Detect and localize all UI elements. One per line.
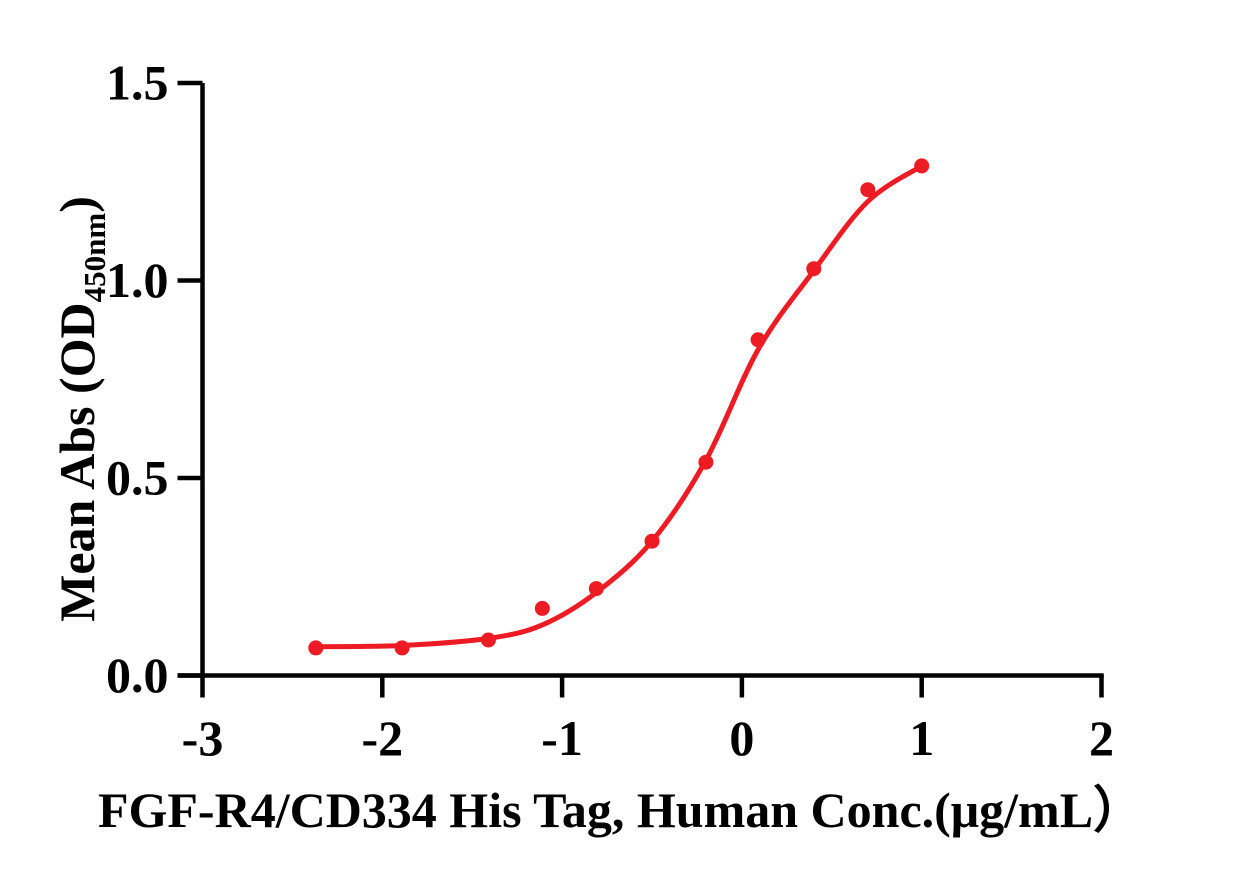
x-tick-label: -3 [182,710,224,766]
y-tick-label: 1.0 [106,252,169,308]
axes [177,80,1104,698]
data-point [860,182,876,198]
data-point [914,158,930,174]
y-tick-label: 1.5 [106,55,169,111]
data-point [308,640,324,656]
data-point [806,261,822,277]
data-point [480,632,496,648]
data-point [750,332,766,348]
y-axis-title-subscript: 450nm [76,212,112,303]
x-axis-title: FGF-R4/CD334 His Tag, Human Conc.(μg/mL） [97,782,1144,838]
tick-labels: 0.0 0.5 1.0 1.5 -3 -2 -1 0 1 2 [106,55,1114,767]
x-tick-label: -1 [541,710,583,766]
x-tick-label: 0 [729,710,754,766]
x-tick-label: -2 [361,710,403,766]
data-point [644,533,660,549]
fit-curve [313,163,925,650]
x-tick-label: 2 [1089,710,1114,766]
y-axis-title: Mean Abs (OD450nm) [48,196,112,622]
y-tick-label: 0.5 [106,450,169,506]
y-axis-title-suffix: ) [48,196,105,213]
x-tick-label: 1 [909,710,934,766]
data-point [698,454,714,470]
data-point [588,581,604,597]
data-point [534,600,550,616]
y-tick-label: 0.0 [106,647,169,703]
axis-lines [177,83,1104,678]
y-axis-title-prefix: Mean Abs (OD [48,302,105,622]
data-point [394,640,410,656]
data-series [308,158,930,656]
